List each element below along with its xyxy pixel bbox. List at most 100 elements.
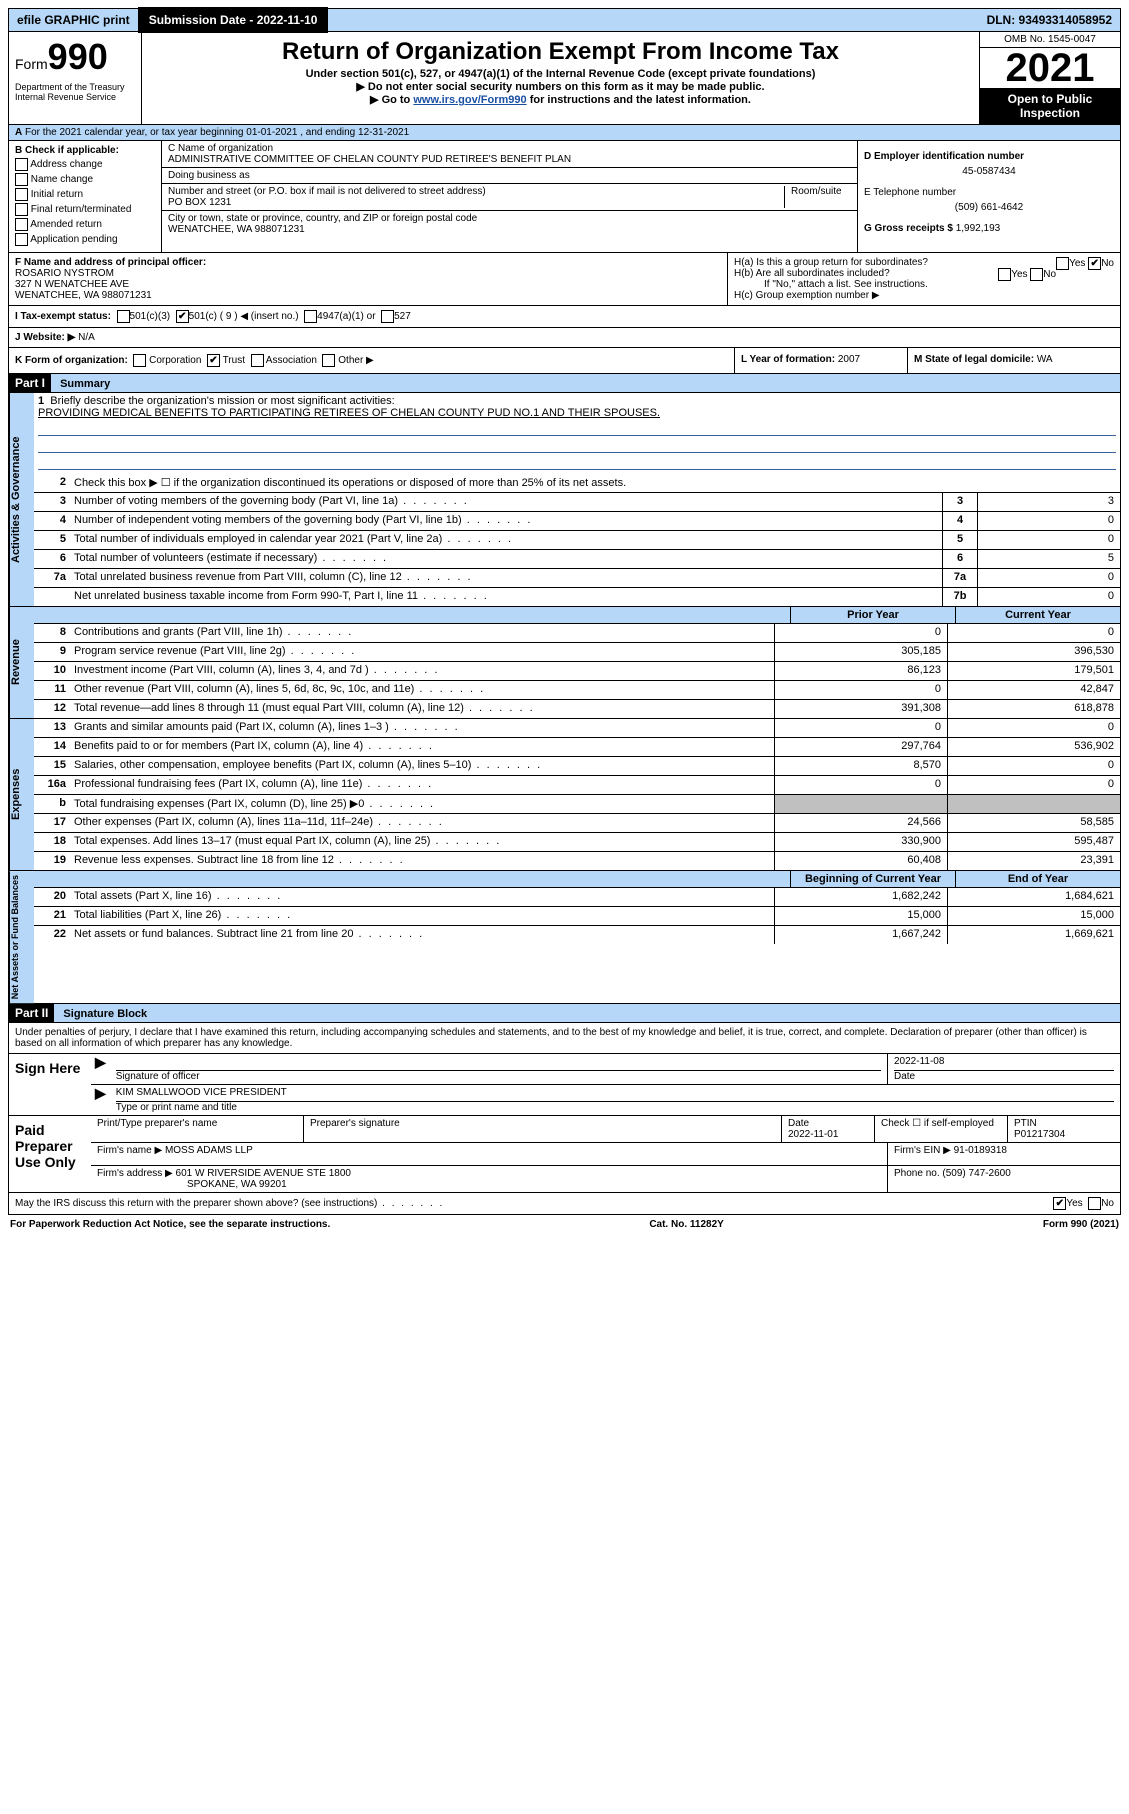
- summary-line: 14Benefits paid to or for members (Part …: [34, 738, 1120, 757]
- summary-line: 8Contributions and grants (Part VIII, li…: [34, 624, 1120, 643]
- state-domicile: WA: [1037, 354, 1053, 365]
- h-a-label: H(a) Is this a group return for subordin…: [734, 257, 1114, 268]
- exp-side-label: Expenses: [9, 719, 34, 870]
- prep-date: 2022-11-01: [788, 1129, 838, 1140]
- net-col-header: Beginning of Current Year End of Year: [34, 871, 1120, 888]
- arrow-icon: ▶: [91, 1085, 110, 1115]
- sign-here-label: Sign Here: [9, 1054, 91, 1115]
- title-box: Return of Organization Exempt From Incom…: [142, 32, 979, 124]
- footer-mid: Cat. No. 11282Y: [649, 1219, 723, 1230]
- form-note1: ▶ Do not enter social security numbers o…: [148, 80, 973, 93]
- netassets-section: Net Assets or Fund Balances Beginning of…: [8, 871, 1121, 1004]
- expenses-section: Expenses 13Grants and similar amounts pa…: [8, 719, 1121, 871]
- summary-line: 21Total liabilities (Part X, line 26)15,…: [34, 907, 1120, 926]
- i-4947-check[interactable]: [304, 310, 317, 323]
- net-side-label: Net Assets or Fund Balances: [9, 871, 34, 1003]
- i-527-check[interactable]: [381, 310, 394, 323]
- i-501c-check[interactable]: ✔: [176, 310, 189, 323]
- section-k-l-m: K Form of organization: Corporation ✔ Tr…: [8, 348, 1121, 374]
- dln-label: DLN: 93493314058952: [979, 11, 1120, 29]
- date-label: Date: [894, 1071, 915, 1082]
- g-label: G Gross receipts $: [864, 223, 953, 234]
- ein-value: 45-0587434: [864, 162, 1114, 181]
- ha-yes-check[interactable]: [1056, 257, 1069, 270]
- check-application-pending[interactable]: Application pending: [15, 233, 155, 246]
- page-footer: For Paperwork Reduction Act Notice, see …: [8, 1215, 1121, 1234]
- part2-header: Part II Signature Block: [8, 1004, 1121, 1023]
- check-name-change[interactable]: Name change: [15, 173, 155, 186]
- form-note2: ▶ Go to www.irs.gov/Form990 for instruct…: [148, 93, 973, 106]
- k-corp-check[interactable]: [133, 354, 146, 367]
- k-assoc-check[interactable]: [251, 354, 264, 367]
- summary-line: 16aProfessional fundraising fees (Part I…: [34, 776, 1120, 795]
- check-address-change[interactable]: Address change: [15, 158, 155, 171]
- mission-text: PROVIDING MEDICAL BENEFITS TO PARTICIPAT…: [38, 407, 660, 419]
- hb-no-check[interactable]: [1030, 268, 1043, 281]
- ptin-value: P01217304: [1014, 1129, 1065, 1140]
- firm-phone: (509) 747-2600: [942, 1168, 1010, 1179]
- section-f-h: F Name and address of principal officer:…: [8, 253, 1121, 306]
- form-number-box: Form990 Department of the Treasury Inter…: [9, 32, 142, 124]
- line-1: 1 Briefly describe the organization's mi…: [34, 393, 1120, 474]
- section-b-to-g: B Check if applicable: Address change Na…: [8, 141, 1121, 253]
- i-501c3-check[interactable]: [117, 310, 130, 323]
- d-label: D Employer identification number: [864, 151, 1024, 162]
- year-formation: 2007: [838, 354, 860, 365]
- hb-yes-check[interactable]: [998, 268, 1011, 281]
- phone-value: (509) 661-4642: [864, 198, 1114, 217]
- tax-year: 2021: [980, 48, 1120, 88]
- gross-receipts: 1,992,193: [956, 223, 1001, 234]
- section-j: J Website: ▶ N/A: [8, 328, 1121, 348]
- summary-line: 9Program service revenue (Part VIII, lin…: [34, 643, 1120, 662]
- dept-label: Department of the Treasury Internal Reve…: [15, 78, 135, 102]
- org-name: ADMINISTRATIVE COMMITTEE OF CHELAN COUNT…: [168, 154, 571, 165]
- gov-side-label: Activities & Governance: [9, 393, 34, 606]
- website-value: N/A: [78, 332, 95, 343]
- discuss-no-check[interactable]: [1088, 1197, 1101, 1210]
- check-final-return[interactable]: Final return/terminated: [15, 203, 155, 216]
- footer-right: Form 990 (2021): [1043, 1219, 1119, 1230]
- summary-line: 3Number of voting members of the governi…: [34, 493, 1120, 512]
- discuss-yes-check[interactable]: ✔: [1053, 1197, 1066, 1210]
- org-address: PO BOX 1231: [168, 197, 231, 208]
- paid-preparer-block: Paid Preparer Use Only Print/Type prepar…: [8, 1116, 1121, 1193]
- paid-preparer-label: Paid Preparer Use Only: [9, 1116, 91, 1192]
- governance-section: Activities & Governance 1 Briefly descri…: [8, 393, 1121, 607]
- summary-line: 19Revenue less expenses. Subtract line 1…: [34, 852, 1120, 870]
- section-a: A For the 2021 calendar year, or tax yea…: [8, 125, 1121, 141]
- prep-name-label: Print/Type preparer's name: [91, 1116, 303, 1142]
- top-bar: efile GRAPHIC print Submission Date - 20…: [8, 8, 1121, 32]
- summary-line: 15Salaries, other compensation, employee…: [34, 757, 1120, 776]
- firm-addr1: 601 W RIVERSIDE AVENUE STE 1800: [176, 1168, 351, 1179]
- irs-link[interactable]: www.irs.gov/Form990: [413, 94, 526, 106]
- summary-line: 17Other expenses (Part IX, column (A), l…: [34, 814, 1120, 833]
- officer-addr1: 327 N WENATCHEE AVE: [15, 279, 129, 290]
- submission-date-button[interactable]: Submission Date - 2022-11-10: [139, 7, 329, 33]
- form-title: Return of Organization Exempt From Incom…: [148, 38, 973, 66]
- sig-officer-label: Signature of officer: [116, 1071, 200, 1082]
- col-d-e-g: D Employer identification number 45-0587…: [857, 141, 1120, 252]
- check-amended-return[interactable]: Amended return: [15, 218, 155, 231]
- col-c: C Name of organization ADMINISTRATIVE CO…: [162, 141, 857, 252]
- section-i: I Tax-exempt status: 501(c)(3) ✔ 501(c) …: [8, 306, 1121, 328]
- summary-line: 5Total number of individuals employed in…: [34, 531, 1120, 550]
- prep-sig-label: Preparer's signature: [303, 1116, 781, 1142]
- name-title-label: Type or print name and title: [116, 1102, 237, 1113]
- open-public-label: Open to Public Inspection: [980, 88, 1120, 124]
- check-self-employed[interactable]: Check ☐ if self-employed: [874, 1116, 1007, 1142]
- summary-line: 4Number of independent voting members of…: [34, 512, 1120, 531]
- officer-name-title: KIM SMALLWOOD VICE PRESIDENT: [116, 1087, 1114, 1102]
- ha-no-check[interactable]: ✔: [1088, 257, 1101, 270]
- k-trust-check[interactable]: ✔: [207, 354, 220, 367]
- part1-header: Part I Summary: [8, 374, 1121, 393]
- summary-line: 7aTotal unrelated business revenue from …: [34, 569, 1120, 588]
- footer-left: For Paperwork Reduction Act Notice, see …: [10, 1219, 330, 1230]
- summary-line: Net unrelated business taxable income fr…: [34, 588, 1120, 606]
- sig-date: 2022-11-08: [894, 1056, 1114, 1071]
- sign-here-block: Sign Here ▶ Signature of officer 2022-11…: [8, 1054, 1121, 1116]
- check-initial-return[interactable]: Initial return: [15, 188, 155, 201]
- summary-line: 22Net assets or fund balances. Subtract …: [34, 926, 1120, 944]
- officer-name: ROSARIO NYSTROM: [15, 268, 114, 279]
- k-other-check[interactable]: [322, 354, 335, 367]
- room-label: Room/suite: [785, 186, 851, 208]
